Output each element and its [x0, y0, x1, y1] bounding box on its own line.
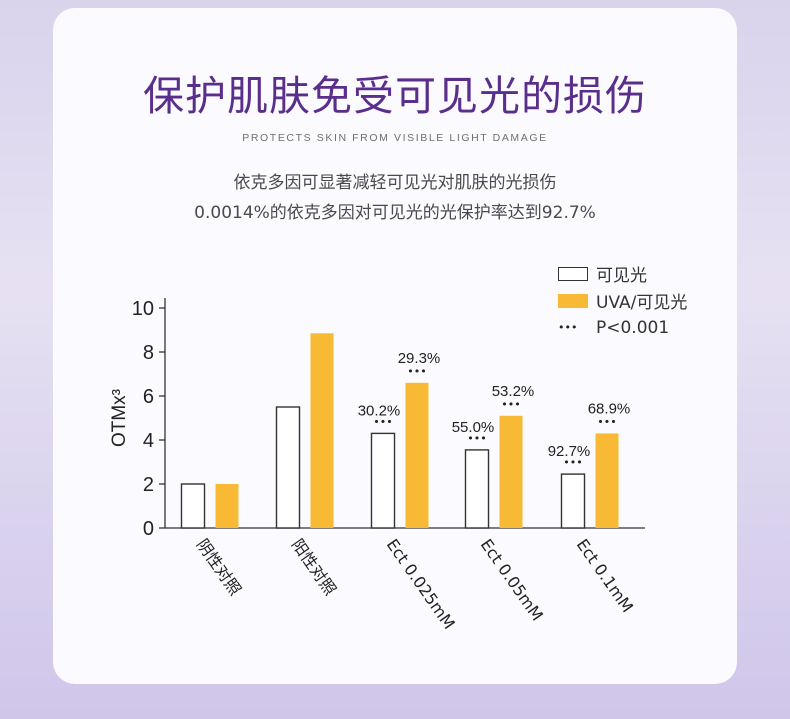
content-card: [53, 8, 737, 684]
legend-item-significance: ••• P<0.001: [558, 314, 687, 341]
data-label-visible: 92.7%: [548, 443, 591, 460]
x-category-label: 阳性对照: [288, 535, 340, 598]
page-subtitle: PROTECTS SKIN FROM VISIBLE LIGHT DAMAGE: [242, 132, 548, 144]
legend-swatch-uva: [558, 293, 588, 308]
y-tick-label: 10: [132, 298, 154, 320]
significance-dots-icon: •••: [558, 321, 578, 334]
bar-uva: [499, 415, 523, 528]
significance-marker: •••: [407, 365, 426, 378]
significance-marker: •••: [373, 415, 392, 428]
description-line-2: 0.0014%的依克多因对可见光的光保护率达到92.7%: [194, 203, 596, 223]
data-label-uva: 29.3%: [398, 350, 441, 367]
data-label-visible: 55.0%: [452, 419, 495, 436]
legend-label-uva: UVA/可见光: [596, 293, 688, 313]
significance-marker: •••: [467, 432, 486, 445]
significance-marker: •••: [597, 415, 616, 428]
y-axis-title: OTMx³: [109, 389, 130, 447]
significance-marker: •••: [563, 456, 582, 469]
legend-swatch-visible: [558, 266, 588, 281]
bar-visible: [370, 432, 396, 529]
chart-legend: 可见光 UVA/可见光 ••• P<0.001: [558, 260, 687, 341]
y-tick-label: 6: [143, 386, 154, 408]
bar-visible: [560, 473, 586, 529]
y-tick-label: 4: [143, 430, 154, 452]
data-label-uva: 68.9%: [588, 400, 631, 417]
significance-marker: •••: [501, 398, 520, 411]
y-tick-label: 8: [143, 342, 154, 364]
x-category-label: Ect 0.05mM: [477, 535, 547, 624]
legend-item-uva: UVA/可见光: [558, 287, 687, 314]
bar-visible: [275, 406, 301, 529]
bar-uva: [405, 382, 429, 528]
bar-uva: [310, 333, 334, 528]
data-label-uva: 53.2%: [492, 383, 535, 400]
bar-visible: [464, 449, 490, 529]
x-category-label: Ect 0.1mM: [573, 535, 637, 616]
legend-label-visible: 可见光: [596, 266, 647, 286]
x-category-label: Ect 0.025mM: [383, 535, 459, 632]
bar-visible: [180, 483, 206, 529]
data-label-visible: 30.2%: [358, 402, 401, 419]
legend-label-significance: P<0.001: [596, 317, 670, 338]
y-tick-label: 2: [143, 474, 154, 496]
legend-item-visible: 可见光: [558, 260, 687, 287]
description-line-1: 依克多因可显著减轻可见光对肌肤的光损伤: [233, 173, 557, 193]
x-category-label: 阴性对照: [193, 535, 245, 598]
y-tick-label: 0: [143, 518, 154, 540]
bar-uva: [215, 484, 239, 528]
bar-uva: [595, 433, 619, 528]
page-title: 保护肌肤免受可见光的损伤: [143, 72, 647, 120]
